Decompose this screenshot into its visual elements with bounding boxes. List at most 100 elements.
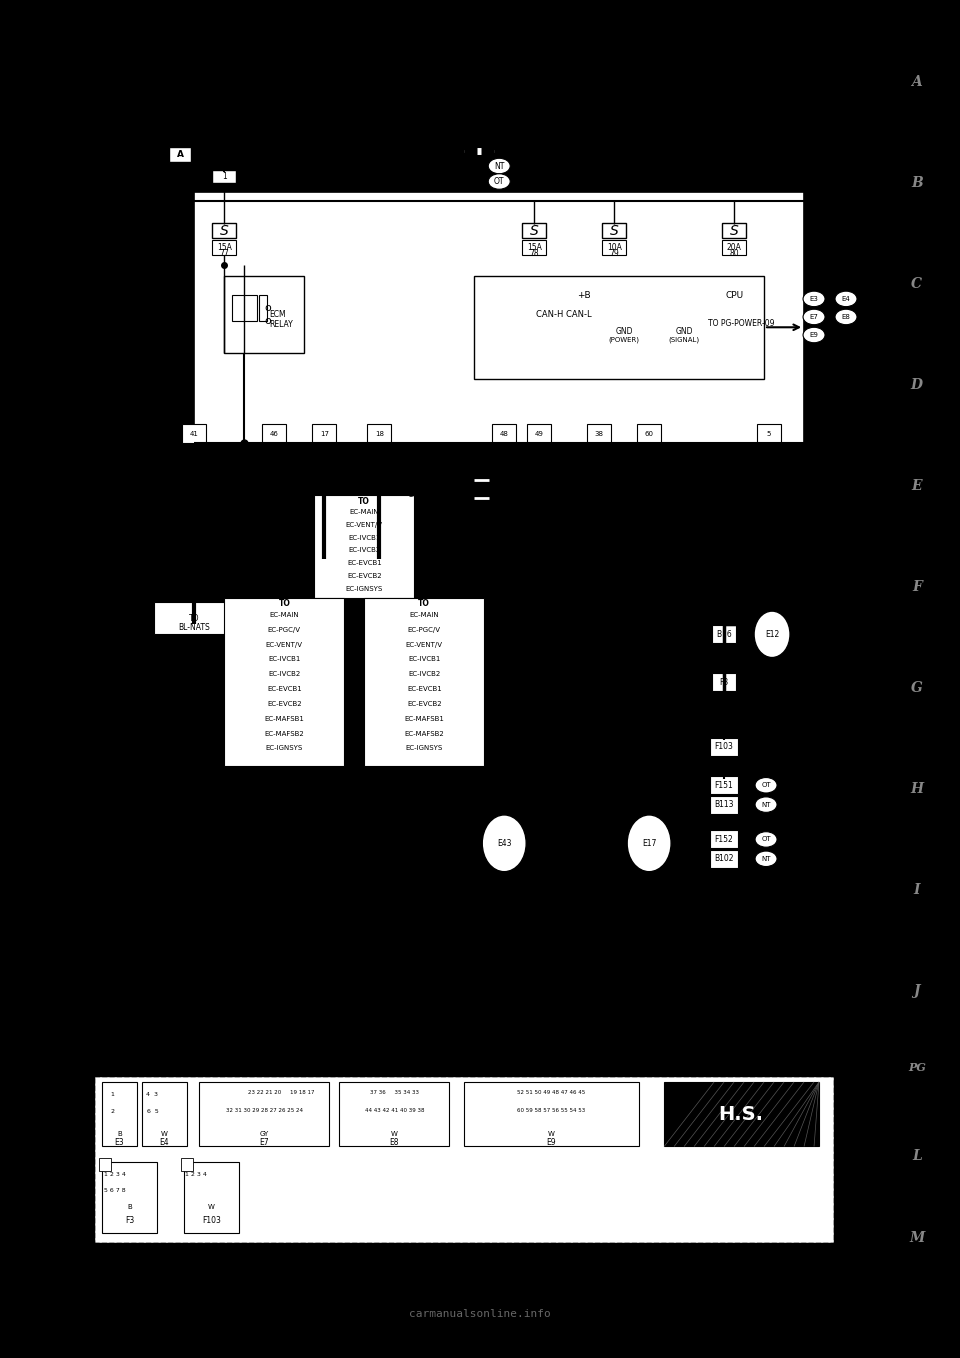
- Text: 5 6 7 8: 5 6 7 8: [104, 1188, 125, 1192]
- Bar: [465, 1082, 639, 1146]
- Text: R: R: [197, 149, 203, 159]
- Text: 1: 1: [110, 1092, 114, 1097]
- Ellipse shape: [756, 851, 777, 866]
- Text: B: B: [647, 448, 652, 456]
- Text: BL-NATS: BL-NATS: [179, 623, 210, 633]
- Text: P: P: [465, 493, 468, 502]
- Text: 46: 46: [270, 432, 278, 437]
- Bar: [200, 1082, 329, 1146]
- Text: CPU: CPU: [726, 291, 744, 300]
- Text: 5: 5: [767, 432, 771, 437]
- Text: E3: E3: [114, 1138, 124, 1148]
- Bar: [314, 496, 415, 599]
- Bar: [155, 602, 234, 634]
- Text: EC-VENT/V: EC-VENT/V: [266, 641, 302, 648]
- Bar: [710, 777, 738, 794]
- Bar: [100, 1158, 111, 1171]
- Text: B113: B113: [714, 800, 733, 809]
- Text: EC-MAIN: EC-MAIN: [270, 612, 300, 618]
- Text: EC-IVCB1: EC-IVCB1: [408, 656, 441, 663]
- Text: ,: ,: [858, 314, 860, 320]
- Text: F103: F103: [202, 1215, 221, 1225]
- Ellipse shape: [756, 831, 777, 847]
- Bar: [712, 625, 736, 644]
- Text: B: B: [596, 744, 602, 754]
- Text: o: o: [264, 303, 271, 312]
- Text: E7: E7: [809, 314, 819, 320]
- Text: B: B: [117, 1131, 122, 1137]
- Bar: [312, 424, 336, 443]
- Bar: [664, 1082, 819, 1146]
- Text: 17: 17: [320, 432, 329, 437]
- Ellipse shape: [803, 310, 825, 325]
- Text: (INTELLIGENT: (INTELLIGENT: [814, 244, 862, 250]
- Text: POWER-08: POWER-08: [744, 490, 784, 500]
- Text: TO PG-: TO PG-: [758, 481, 784, 489]
- Bar: [232, 295, 257, 320]
- Text: W: W: [208, 1205, 215, 1210]
- Ellipse shape: [803, 291, 825, 307]
- Text: EC-EVCB1: EC-EVCB1: [267, 686, 301, 693]
- Text: 60: 60: [644, 432, 654, 437]
- Bar: [712, 674, 736, 691]
- Text: I: I: [914, 883, 920, 898]
- Text: B: B: [702, 744, 707, 754]
- Text: L: L: [465, 471, 468, 481]
- Text: F152: F152: [714, 835, 733, 843]
- Text: o: o: [264, 316, 271, 326]
- Text: F103: F103: [714, 741, 733, 751]
- Text: EC-MAIN: EC-MAIN: [410, 612, 439, 618]
- Text: E3: E3: [809, 296, 819, 301]
- Text: CAN-H CAN-L: CAN-H CAN-L: [537, 310, 592, 319]
- Text: EC-IVCB2: EC-IVCB2: [348, 547, 380, 554]
- Text: P: P: [537, 448, 541, 456]
- Bar: [262, 424, 286, 443]
- Bar: [182, 424, 206, 443]
- Text: EC-MAIN: EC-MAIN: [349, 509, 379, 515]
- Text: B: B: [502, 744, 507, 754]
- Ellipse shape: [803, 327, 825, 342]
- Text: NT: NT: [761, 856, 771, 862]
- Bar: [364, 599, 484, 766]
- Text: ENGINE ROOM): ENGINE ROOM): [814, 280, 867, 287]
- Text: EC-VENT/V: EC-VENT/V: [406, 641, 443, 648]
- Text: EC-IVCB2: EC-IVCB2: [408, 671, 441, 678]
- Text: B: B: [722, 607, 727, 615]
- Text: 1 2 3 4: 1 2 3 4: [185, 1172, 207, 1177]
- Bar: [225, 599, 345, 766]
- Text: B: B: [537, 744, 541, 754]
- Text: TO LAN-: TO LAN-: [394, 478, 424, 486]
- Bar: [637, 424, 661, 443]
- Bar: [710, 737, 738, 755]
- Text: EC-PGC/V: EC-PGC/V: [268, 627, 300, 633]
- Text: carmanualsonline.info: carmanualsonline.info: [409, 1309, 551, 1319]
- Text: 79: 79: [610, 250, 619, 258]
- Text: GND: GND: [676, 327, 693, 335]
- Text: 2: 2: [110, 1109, 114, 1114]
- Bar: [368, 424, 392, 443]
- Text: 80: 80: [730, 250, 739, 258]
- Text: W: W: [161, 1131, 168, 1137]
- Text: B: B: [911, 177, 923, 190]
- Circle shape: [482, 815, 526, 872]
- Text: : WITHOUT VDC SYSTEM, NAVIGATION SYSTEM AND TELEPHONE: : WITHOUT VDC SYSTEM, NAVIGATION SYSTEM …: [515, 177, 757, 186]
- Text: DISTRIBUTION: DISTRIBUTION: [814, 262, 863, 269]
- Text: 37 36     35 34 33: 37 36 35 34 33: [370, 1090, 419, 1095]
- Text: J: J: [914, 985, 920, 998]
- Text: 15A: 15A: [527, 243, 541, 251]
- Bar: [710, 796, 738, 813]
- Text: 48: 48: [500, 432, 509, 437]
- Text: GY: GY: [260, 1131, 269, 1137]
- Text: S: S: [220, 224, 228, 238]
- Bar: [710, 850, 738, 868]
- Text: EC-VENT/V: EC-VENT/V: [346, 521, 383, 528]
- Text: MODULE: MODULE: [814, 272, 844, 277]
- Text: 1: 1: [222, 172, 227, 181]
- Text: NT: NT: [494, 162, 504, 171]
- Text: E4: E4: [159, 1138, 169, 1148]
- Text: P: P: [774, 483, 778, 493]
- Text: EC-MAFSB1: EC-MAFSB1: [264, 716, 304, 722]
- Text: 15A: 15A: [217, 243, 231, 251]
- Text: TO: TO: [419, 599, 430, 608]
- Text: P: P: [767, 448, 772, 456]
